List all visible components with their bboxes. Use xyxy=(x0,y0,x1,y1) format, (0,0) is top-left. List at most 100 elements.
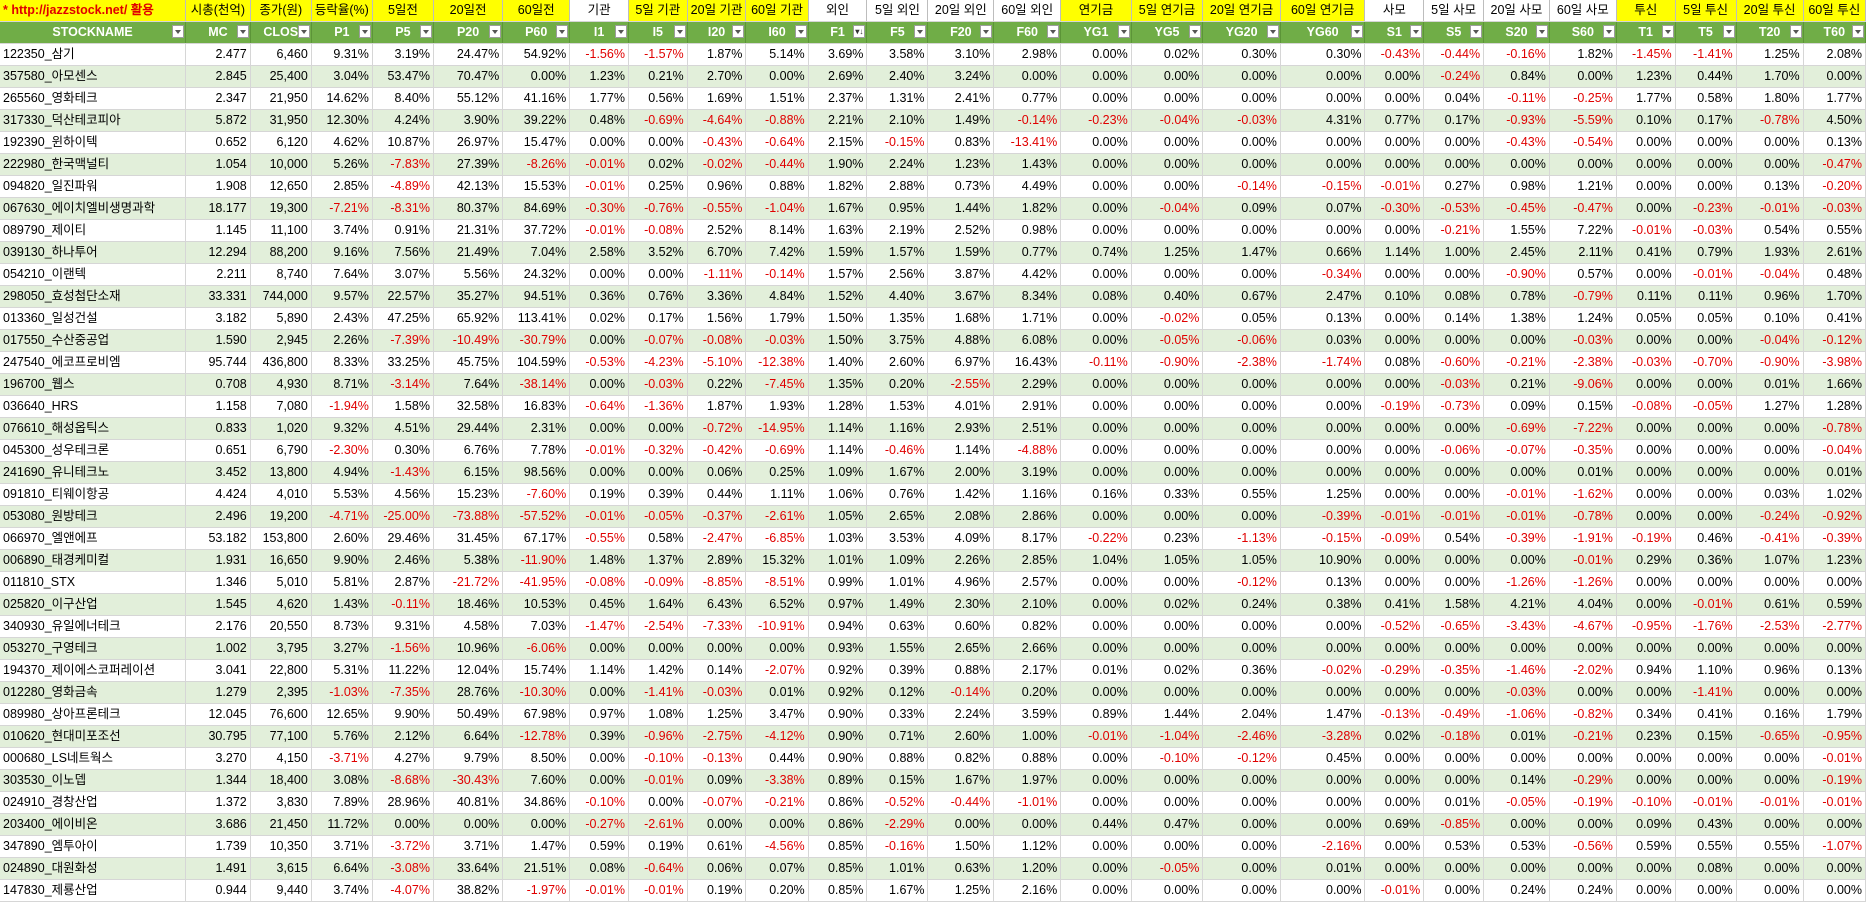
cell-t60[interactable]: -0.04% xyxy=(1803,439,1866,462)
cell-yg1[interactable]: 0.00% xyxy=(1060,395,1132,418)
cell-yg60[interactable]: -0.39% xyxy=(1280,505,1366,528)
cell-t5[interactable]: -0.70% xyxy=(1675,351,1737,374)
cell-p5[interactable]: 2.87% xyxy=(372,571,434,594)
cell-p20[interactable]: 65.92% xyxy=(433,307,504,330)
cell-mc[interactable]: 0.652 xyxy=(185,131,251,154)
cell-i1[interactable]: 1.23% xyxy=(569,65,629,88)
cell-yg1[interactable]: -0.01% xyxy=(1060,725,1132,748)
cell-t5[interactable]: 0.00% xyxy=(1675,153,1737,176)
cell-t20[interactable]: -0.65% xyxy=(1736,725,1804,748)
cell-s1[interactable]: 0.00% xyxy=(1364,87,1425,110)
cell-f1[interactable]: 1.09% xyxy=(808,461,868,484)
cell-mc[interactable]: 1.346 xyxy=(185,571,251,594)
cell-t1[interactable]: 0.00% xyxy=(1616,637,1676,660)
cell-i5[interactable]: -0.01% xyxy=(628,769,688,792)
filter-dropdown-icon[interactable] xyxy=(614,25,627,38)
cell-p20[interactable]: 33.64% xyxy=(433,857,504,880)
cell-p60[interactable]: 7.78% xyxy=(502,439,571,462)
table-row[interactable]: 298050_효성첨단소재 33.331 744,000 9.57% 22.57% 35.… xyxy=(0,285,1866,308)
cell-s60[interactable]: -0.01% xyxy=(1549,549,1617,572)
cell-clos[interactable]: 10,350 xyxy=(250,835,312,858)
cell-yg1[interactable]: 0.00% xyxy=(1060,373,1132,396)
cell-p20[interactable]: 3.71% xyxy=(433,835,504,858)
cell-p1[interactable]: 12.30% xyxy=(311,109,373,132)
cell-t20[interactable]: 0.00% xyxy=(1736,813,1804,836)
cell-i1[interactable]: 0.48% xyxy=(569,109,629,132)
cell-i60[interactable]: -10.91% xyxy=(745,615,809,638)
cell-f5[interactable]: 1.16% xyxy=(866,417,929,440)
cell-i1[interactable]: 1.77% xyxy=(569,87,629,110)
cell-t60[interactable]: -0.01% xyxy=(1803,791,1866,814)
cell-t20[interactable]: -0.41% xyxy=(1736,527,1804,550)
cell-p20[interactable]: 28.76% xyxy=(433,681,504,704)
cell-i1[interactable]: 0.00% xyxy=(569,637,629,660)
cell-clos[interactable]: 88,200 xyxy=(250,241,312,264)
cell-yg5[interactable]: 0.00% xyxy=(1131,219,1204,242)
table-row[interactable]: 091810_티웨이항공 4.424 4,010 5.53% 4.56% 15.23% -7… xyxy=(0,483,1866,506)
cell-yg1[interactable]: 0.00% xyxy=(1060,681,1132,704)
cell-yg20[interactable]: -1.13% xyxy=(1202,527,1281,550)
cell-p5[interactable]: 7.56% xyxy=(372,241,434,264)
cell-s60[interactable]: 2.11% xyxy=(1549,241,1617,264)
cell-mc[interactable]: 3.182 xyxy=(185,307,251,330)
cell-t1[interactable]: 0.00% xyxy=(1616,879,1676,902)
cell-s5[interactable]: 0.27% xyxy=(1423,175,1485,198)
cell-i60[interactable]: 0.00% xyxy=(745,65,809,88)
filter-dropdown-icon[interactable] xyxy=(1117,25,1130,38)
cell-t60[interactable]: 1.23% xyxy=(1803,549,1866,572)
stock-name-cell[interactable]: 303530_이노뎁 xyxy=(0,769,187,792)
cell-yg1[interactable]: 0.08% xyxy=(1060,285,1132,308)
cell-f1[interactable]: 1.63% xyxy=(808,219,868,242)
cell-i5[interactable]: 0.19% xyxy=(628,835,688,858)
cell-s60[interactable]: -2.02% xyxy=(1549,659,1617,682)
cell-i5[interactable]: -0.09% xyxy=(628,571,688,594)
stock-name-cell[interactable]: 265560_영화테크 xyxy=(0,87,187,110)
cell-p5[interactable]: 2.12% xyxy=(372,725,434,748)
cell-yg20[interactable]: 0.00% xyxy=(1202,857,1281,880)
cell-p5[interactable]: 4.56% xyxy=(372,483,434,506)
cell-f5[interactable]: 3.75% xyxy=(866,329,929,352)
cell-f60[interactable]: 0.77% xyxy=(993,241,1062,264)
cell-p1[interactable]: 2.85% xyxy=(311,175,373,198)
cell-t20[interactable]: 1.80% xyxy=(1736,87,1804,110)
cell-f60[interactable]: 6.08% xyxy=(993,329,1062,352)
cell-s20[interactable]: 0.84% xyxy=(1483,65,1550,88)
filter-dropdown-icon[interactable] xyxy=(1535,25,1548,38)
cell-f60[interactable]: 2.85% xyxy=(993,549,1062,572)
cell-t5[interactable]: 0.00% xyxy=(1675,461,1737,484)
cell-s60[interactable]: 1.24% xyxy=(1549,307,1617,330)
cell-t5[interactable]: 0.00% xyxy=(1675,439,1737,462)
cell-mc[interactable]: 1.491 xyxy=(185,857,251,880)
cell-i60[interactable]: 1.93% xyxy=(745,395,809,418)
cell-clos[interactable]: 19,300 xyxy=(250,197,312,220)
cell-p20[interactable]: 6.15% xyxy=(433,461,504,484)
cell-f1[interactable]: 0.92% xyxy=(808,659,868,682)
cell-s20[interactable]: 1.55% xyxy=(1483,219,1550,242)
cell-f1[interactable]: 1.40% xyxy=(808,351,868,374)
cell-i60[interactable]: -0.64% xyxy=(745,131,809,154)
cell-t60[interactable]: -0.47% xyxy=(1803,153,1866,176)
cell-t1[interactable]: 0.00% xyxy=(1616,505,1676,528)
cell-i20[interactable]: -0.07% xyxy=(687,791,747,814)
cell-s5[interactable]: -0.01% xyxy=(1423,505,1485,528)
cell-t60[interactable]: -0.01% xyxy=(1803,747,1866,770)
cell-yg20[interactable]: -0.12% xyxy=(1202,571,1281,594)
cell-s20[interactable]: -0.01% xyxy=(1483,483,1550,506)
cell-i1[interactable]: -0.27% xyxy=(569,813,629,836)
table-row[interactable]: 265560_영화테크 2.347 21,950 14.62% 8.40% 55.12% 4… xyxy=(0,87,1866,110)
cell-i5[interactable]: -0.96% xyxy=(628,725,688,748)
cell-i60[interactable]: 1.51% xyxy=(745,87,809,110)
cell-yg1[interactable]: 1.04% xyxy=(1060,549,1132,572)
column-header-p20[interactable]: P20 xyxy=(433,21,504,44)
cell-t5[interactable]: 0.00% xyxy=(1675,571,1737,594)
cell-t60[interactable]: 0.00% xyxy=(1803,813,1866,836)
cell-i5[interactable]: -0.76% xyxy=(628,197,688,220)
cell-f60[interactable]: 2.17% xyxy=(993,659,1062,682)
cell-t20[interactable]: -0.04% xyxy=(1736,329,1804,352)
cell-s1[interactable]: -0.29% xyxy=(1364,659,1425,682)
cell-f60[interactable]: 1.20% xyxy=(993,857,1062,880)
cell-t5[interactable]: 0.00% xyxy=(1675,175,1737,198)
cell-i1[interactable]: 0.00% xyxy=(569,769,629,792)
cell-yg60[interactable]: 0.30% xyxy=(1280,43,1366,66)
cell-yg60[interactable]: -1.74% xyxy=(1280,351,1366,374)
